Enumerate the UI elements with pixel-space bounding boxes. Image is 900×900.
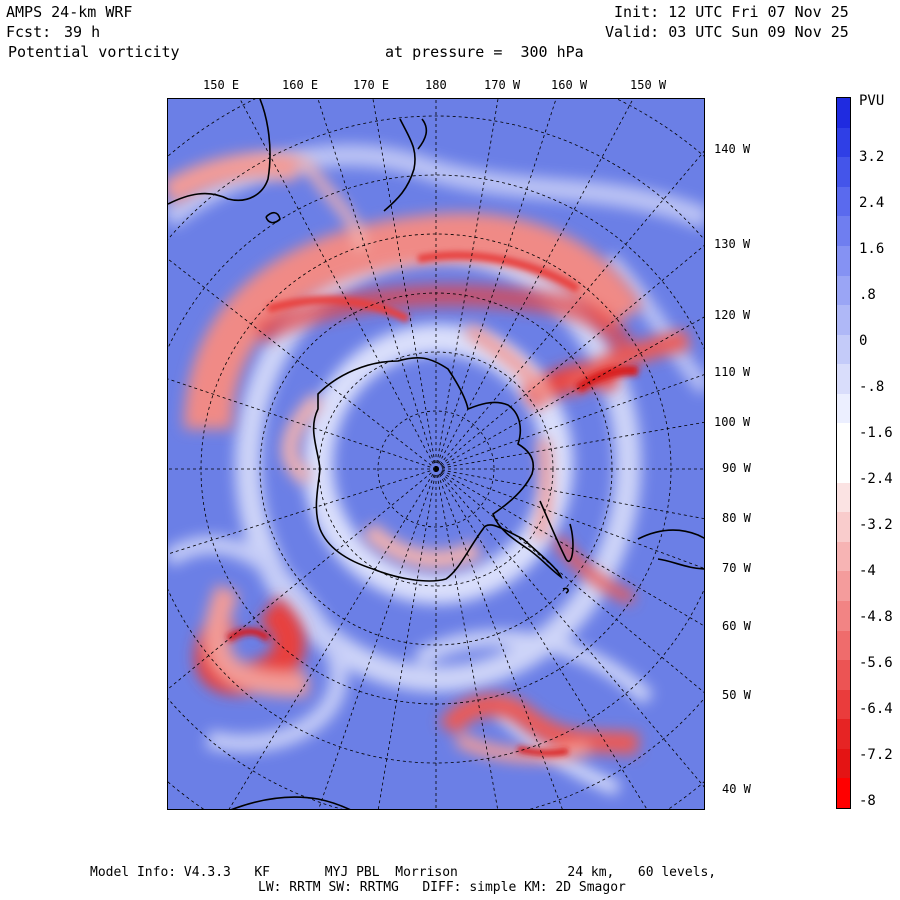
- model-title: AMPS 24-km WRF: [6, 3, 133, 21]
- field-name: Potential vorticity: [8, 43, 180, 61]
- colorbar-tick-label: -2.4: [859, 471, 893, 487]
- colorbar-segment: [837, 157, 850, 188]
- colorbar-segment: [837, 334, 850, 365]
- colorbar-segment: [837, 719, 850, 750]
- init-time: Init: 12 UTC Fri 07 Nov 25: [614, 3, 849, 21]
- colorbar-segment: [837, 571, 850, 602]
- pv-colorbar: [836, 97, 851, 809]
- colorbar-segment: [837, 541, 850, 572]
- valid-time: Valid: 03 UTC Sun 09 Nov 25: [605, 23, 849, 41]
- graticule: [168, 99, 704, 809]
- lon-label-right: 120 W: [714, 308, 751, 322]
- colorbar-tick-label: .8: [859, 287, 876, 303]
- lon-label-right: 130 W: [714, 237, 751, 251]
- bottom-landmass-coastline: [231, 796, 351, 809]
- antarctica-coastline: [312, 356, 563, 582]
- model-info-line2: LW: RRTM SW: RRTMG DIFF: simple KM: 2D S…: [258, 880, 626, 895]
- colorbar-segment: [837, 660, 850, 691]
- lon-label-right: 50 W: [722, 688, 751, 702]
- tasmania-coastline: [265, 211, 281, 224]
- colorbar-segment: [837, 127, 850, 158]
- colorbar-tick-label: -4: [859, 563, 876, 579]
- lon-label-top: 170 W: [484, 78, 521, 92]
- colorbar-tick-label: -7.2: [859, 747, 893, 763]
- lon-label-top: 150 W: [630, 78, 667, 92]
- colorbar-segment: [837, 98, 850, 129]
- colorbar-tick-label: -5.6: [859, 655, 893, 671]
- colorbar-segment: [837, 423, 850, 454]
- new-zealand-coastline: [383, 118, 428, 212]
- colorbar-tick-label: -.8: [859, 379, 885, 395]
- colorbar-segment: [837, 748, 850, 779]
- lon-label-top: 150 E: [203, 78, 240, 92]
- colorbar-segment: [837, 630, 850, 661]
- lon-label-right: 90 W: [722, 461, 751, 475]
- colorbar-unit: PVU: [859, 93, 885, 109]
- colorbar-segment: [837, 778, 850, 809]
- colorbar-segment: [837, 512, 850, 543]
- lon-label-top: 180: [425, 78, 447, 92]
- lon-label-top: 160 E: [282, 78, 319, 92]
- lon-label-right: 40 W: [722, 782, 751, 796]
- colorbar-segment: [837, 393, 850, 424]
- lon-label-right: 110 W: [714, 365, 751, 379]
- lon-label-right: 140 W: [714, 142, 751, 156]
- colorbar-tick-label: 1.6: [859, 241, 885, 257]
- lon-label-top: 170 E: [353, 78, 390, 92]
- colorbar-segment: [837, 186, 850, 217]
- colorbar-tick-label: 3.2: [859, 149, 885, 165]
- model-info-line1: Model Info: V4.3.3 KF MYJ PBL Morrison 2…: [90, 865, 717, 880]
- colorbar-segment: [837, 216, 850, 247]
- forecast-hour: 39 h: [64, 23, 101, 41]
- colorbar-segment: [837, 600, 850, 631]
- colorbar-tick-label: 0: [859, 333, 868, 349]
- lon-label-right: 70 W: [722, 561, 751, 575]
- colorbar-segment: [837, 245, 850, 276]
- lon-label-right: 80 W: [722, 511, 751, 525]
- colorbar-segment: [837, 305, 850, 336]
- colorbar-segment: [837, 364, 850, 395]
- australia-coastline: [168, 99, 271, 205]
- coastlines: [168, 99, 704, 809]
- lon-label-top: 160 W: [551, 78, 588, 92]
- colorbar-segment: [837, 275, 850, 306]
- lon-label-right: 100 W: [714, 415, 751, 429]
- south-america-coastline: [637, 529, 704, 570]
- colorbar-tick-label: -3.2: [859, 517, 893, 533]
- south-georgia-coastline: [562, 587, 569, 594]
- colorbar-tick-label: -1.6: [859, 425, 893, 441]
- forecast-label: Fcst:: [6, 23, 52, 41]
- colorbar-segment: [837, 482, 850, 513]
- colorbar-tick-label: -8: [859, 793, 876, 809]
- map-svg: [168, 99, 704, 809]
- pv-map: [167, 98, 705, 810]
- colorbar-tick-label: -6.4: [859, 701, 893, 717]
- pressure-level: at pressure = 300 hPa: [385, 43, 584, 61]
- antarctic-peninsula-coastline: [539, 500, 574, 562]
- colorbar-tick-label: -4.8: [859, 609, 893, 625]
- colorbar-tick-label: 2.4: [859, 195, 885, 211]
- lon-label-right: 60 W: [722, 619, 751, 633]
- colorbar-segment: [837, 689, 850, 720]
- colorbar-segment: [837, 453, 850, 484]
